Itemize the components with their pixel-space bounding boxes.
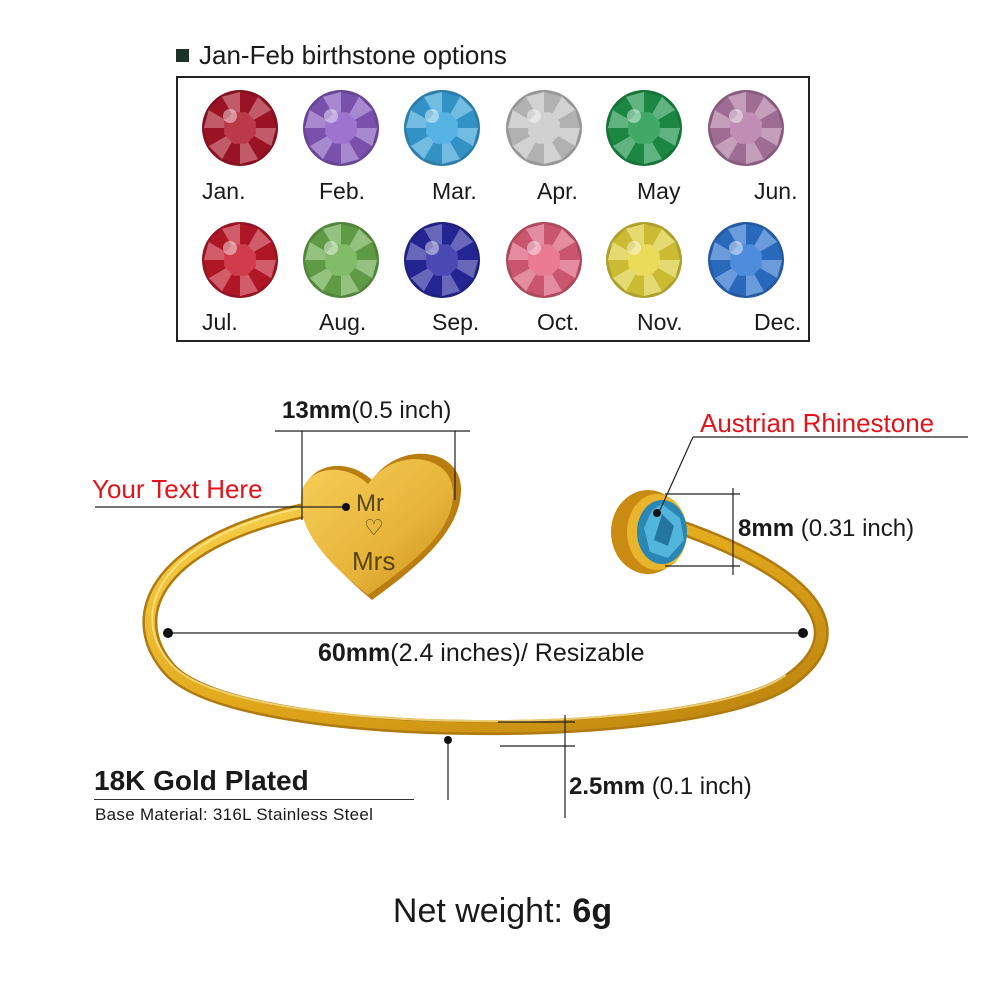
gem-apr	[506, 90, 582, 166]
rhinestone-cap	[611, 490, 687, 574]
heart-size-rest: (0.5 inch)	[351, 397, 452, 424]
month-label-apr: Apr.	[537, 178, 578, 204]
width-rest: (2.4 inches)/ Resizable	[390, 639, 645, 667]
month-label-dec: Dec.	[754, 309, 802, 335]
rhinestone-callout: Austrian Rhinestone	[700, 408, 935, 438]
square-bullet-icon	[176, 49, 189, 62]
stone-size-bold: 8mm	[738, 515, 795, 542]
month-label-jul: Jul.	[202, 309, 238, 335]
gem-jan	[202, 90, 278, 166]
net-weight: Net weight: 6g	[0, 892, 1005, 931]
birthstone-gems	[202, 90, 784, 298]
month-label-oct: Oct.	[537, 309, 580, 335]
gem-jun	[708, 90, 784, 166]
dimension-dots	[163, 503, 808, 744]
heart-size-label: 13mm(0.5 inch)	[282, 397, 451, 425]
stone-size-rest: (0.31 inch)	[794, 515, 915, 542]
heart-charm	[300, 453, 462, 600]
engraving-symbol: ♡	[364, 515, 384, 540]
gem-sep	[404, 222, 480, 298]
wire-thickness-rest: (0.1 inch)	[645, 773, 752, 800]
month-label-mar: Mar.	[432, 178, 477, 204]
gem-feb	[303, 90, 379, 166]
plating-title: 18K Gold Plated	[94, 765, 309, 796]
month-label-jun: Jun.	[754, 178, 798, 204]
engraving-line2: Mrs	[352, 546, 395, 576]
gem-aug	[303, 222, 379, 298]
birthstone-options-title-text: Jan-Feb birthstone options	[199, 40, 507, 70]
your-text-callout: Your Text Here	[92, 474, 263, 504]
gem-jul	[202, 222, 278, 298]
stone-size-label: 8mm (0.31 inch)	[738, 515, 914, 543]
gem-may	[606, 90, 682, 166]
birthstone-options-title: Jan-Feb birthstone options	[176, 40, 507, 71]
month-label-jan: Jan.	[202, 178, 246, 204]
month-label-nov: Nov.	[637, 309, 683, 335]
width-bold: 60mm	[318, 639, 391, 667]
engraving: Mr ♡ Mrs	[352, 490, 395, 576]
gem-mar	[404, 90, 480, 166]
dimension-lines	[95, 430, 968, 818]
month-label-may: May	[637, 178, 681, 204]
wire-thickness-bold: 2.5mm	[569, 773, 646, 800]
width-label: 60mm(2.4 inches)/ Resizable	[318, 639, 645, 668]
plating-underline	[94, 799, 414, 800]
month-label-aug: Aug.	[319, 309, 367, 335]
birthstone-grid: Jan. Feb. Mar. Apr. May Jun. Jul. Aug. Sep. Oct. N…	[176, 76, 810, 342]
wire-thickness-label: 2.5mm (0.1 inch)	[569, 773, 752, 801]
gem-nov	[606, 222, 682, 298]
month-label-feb: Feb.	[319, 178, 366, 204]
net-weight-value: 6g	[572, 892, 613, 930]
net-weight-label: Net weight:	[392, 892, 573, 930]
engraving-line1: Mr	[356, 490, 384, 517]
gem-dec	[708, 222, 784, 298]
gem-oct	[506, 222, 582, 298]
month-label-sep: Sep.	[432, 309, 480, 335]
base-material: Base Material: 316L Stainless Steel	[95, 805, 374, 824]
heart-size-bold: 13mm	[282, 397, 352, 424]
